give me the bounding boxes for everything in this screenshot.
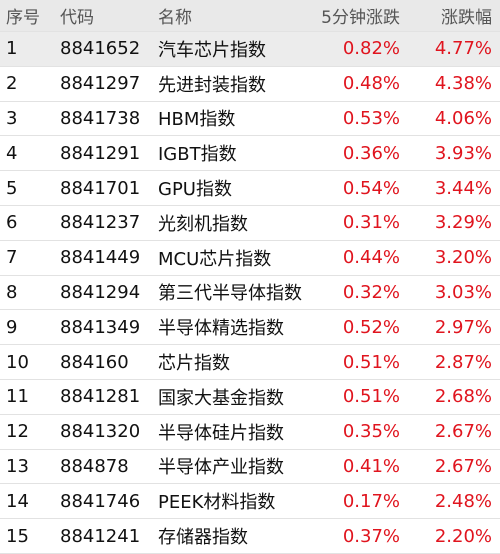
table-row[interactable]: 8 8841294 第三代半导体指数 0.32% 3.03% <box>0 276 500 311</box>
index-name: 半导体硅片指数 <box>158 422 284 444</box>
header-index[interactable]: 序号 <box>6 8 40 28</box>
five-min-change: 0.41% <box>342 455 400 477</box>
change-percent: 3.29% <box>434 212 492 234</box>
table-row[interactable]: 2 8841297 先进封装指数 0.48% 4.38% <box>0 67 500 102</box>
five-min-change: 0.37% <box>342 525 400 547</box>
index-name: 芯片指数 <box>158 353 230 375</box>
stock-code: 8841241 <box>60 525 141 547</box>
row-index: 14 <box>6 490 29 512</box>
header-code[interactable]: 代码 <box>60 8 94 28</box>
change-percent: 2.20% <box>434 525 492 547</box>
header-change[interactable]: 涨跌幅 <box>441 8 492 28</box>
stock-code: 8841349 <box>60 316 141 338</box>
index-name: 半导体产业指数 <box>158 457 284 479</box>
five-min-change: 0.52% <box>342 316 400 338</box>
row-index: 9 <box>6 316 18 338</box>
stock-code: 8841701 <box>60 177 141 199</box>
five-min-change: 0.51% <box>342 351 400 373</box>
change-percent: 2.48% <box>434 490 492 512</box>
change-percent: 4.77% <box>434 38 492 60</box>
index-name: MCU芯片指数 <box>158 248 272 270</box>
row-index: 3 <box>6 107 18 129</box>
table-row[interactable]: 1 8841652 汽车芯片指数 0.82% 4.77% <box>0 32 500 67</box>
header-name[interactable]: 名称 <box>158 8 192 28</box>
table-row[interactable]: 7 8841449 MCU芯片指数 0.44% 3.20% <box>0 241 500 276</box>
index-name: 光刻机指数 <box>158 213 248 235</box>
stock-code: 8841449 <box>60 247 141 269</box>
row-index: 11 <box>6 386 29 408</box>
table-row[interactable]: 10 884160 芯片指数 0.51% 2.87% <box>0 345 500 380</box>
index-name: 先进封装指数 <box>158 74 266 96</box>
header-5min-change[interactable]: 5分钟涨跌 <box>321 8 400 28</box>
stock-code: 884160 <box>60 351 129 373</box>
change-percent: 2.87% <box>434 351 492 373</box>
row-index: 7 <box>6 247 18 269</box>
table-row[interactable]: 14 8841746 PEEK材料指数 0.17% 2.48% <box>0 484 500 520</box>
five-min-change: 0.53% <box>342 107 400 129</box>
table-row[interactable]: 3 8841738 HBM指数 0.53% 4.06% <box>0 102 500 137</box>
change-percent: 4.38% <box>434 73 492 95</box>
change-percent: 2.67% <box>434 455 492 477</box>
stock-code: 8841320 <box>60 421 141 443</box>
index-name: GPU指数 <box>158 179 232 201</box>
five-min-change: 0.31% <box>342 212 400 234</box>
index-name: HBM指数 <box>158 109 236 131</box>
row-index: 8 <box>6 281 18 303</box>
index-name: IGBT指数 <box>158 144 237 166</box>
five-min-change: 0.35% <box>342 421 400 443</box>
index-name: PEEK材料指数 <box>158 492 276 514</box>
five-min-change: 0.17% <box>342 490 400 512</box>
table-row[interactable]: 9 8841349 半导体精选指数 0.52% 2.97% <box>0 310 500 346</box>
table-header: 序号 代码 名称 5分钟涨跌 涨跌幅 <box>0 0 500 32</box>
index-name: 半导体精选指数 <box>158 318 284 340</box>
table-row[interactable]: 4 8841291 IGBT指数 0.36% 3.93% <box>0 136 500 172</box>
stock-code: 8841746 <box>60 490 141 512</box>
stock-code: 8841297 <box>60 73 141 95</box>
row-index: 13 <box>6 455 29 477</box>
table-row[interactable]: 5 8841701 GPU指数 0.54% 3.44% <box>0 171 500 206</box>
table-row[interactable]: 15 8841241 存储器指数 0.37% 2.20% <box>0 519 500 554</box>
stock-code: 8841652 <box>60 38 141 60</box>
five-min-change: 0.44% <box>342 247 400 269</box>
row-index: 1 <box>6 38 18 60</box>
row-index: 2 <box>6 73 18 95</box>
stock-code: 8841281 <box>60 386 141 408</box>
row-index: 4 <box>6 142 18 164</box>
five-min-change: 0.36% <box>342 142 400 164</box>
five-min-change: 0.82% <box>342 38 400 60</box>
five-min-change: 0.51% <box>342 386 400 408</box>
change-percent: 2.97% <box>434 316 492 338</box>
change-percent: 3.44% <box>434 177 492 199</box>
table-row[interactable]: 13 884878 半导体产业指数 0.41% 2.67% <box>0 450 500 485</box>
five-min-change: 0.48% <box>342 73 400 95</box>
table-row[interactable]: 12 8841320 半导体硅片指数 0.35% 2.67% <box>0 415 500 450</box>
change-percent: 4.06% <box>434 107 492 129</box>
change-percent: 2.68% <box>434 386 492 408</box>
row-index: 15 <box>6 525 29 547</box>
index-name: 汽车芯片指数 <box>158 39 266 61</box>
row-index: 6 <box>6 212 18 234</box>
five-min-change: 0.54% <box>342 177 400 199</box>
stock-code: 8841291 <box>60 142 141 164</box>
stock-code: 8841738 <box>60 107 141 129</box>
change-percent: 3.93% <box>434 142 492 164</box>
table-row[interactable]: 11 8841281 国家大基金指数 0.51% 2.68% <box>0 380 500 415</box>
change-percent: 2.67% <box>434 421 492 443</box>
index-name: 第三代半导体指数 <box>158 283 302 305</box>
table-row[interactable]: 6 8841237 光刻机指数 0.31% 3.29% <box>0 206 500 241</box>
change-percent: 3.20% <box>434 247 492 269</box>
stock-code: 884878 <box>60 455 129 477</box>
row-index: 5 <box>6 177 18 199</box>
row-index: 10 <box>6 351 29 373</box>
index-name: 国家大基金指数 <box>158 387 284 409</box>
index-name: 存储器指数 <box>158 527 248 549</box>
row-index: 12 <box>6 421 29 443</box>
five-min-change: 0.32% <box>342 281 400 303</box>
stock-code: 8841294 <box>60 281 141 303</box>
stock-code: 8841237 <box>60 212 141 234</box>
change-percent: 3.03% <box>434 281 492 303</box>
